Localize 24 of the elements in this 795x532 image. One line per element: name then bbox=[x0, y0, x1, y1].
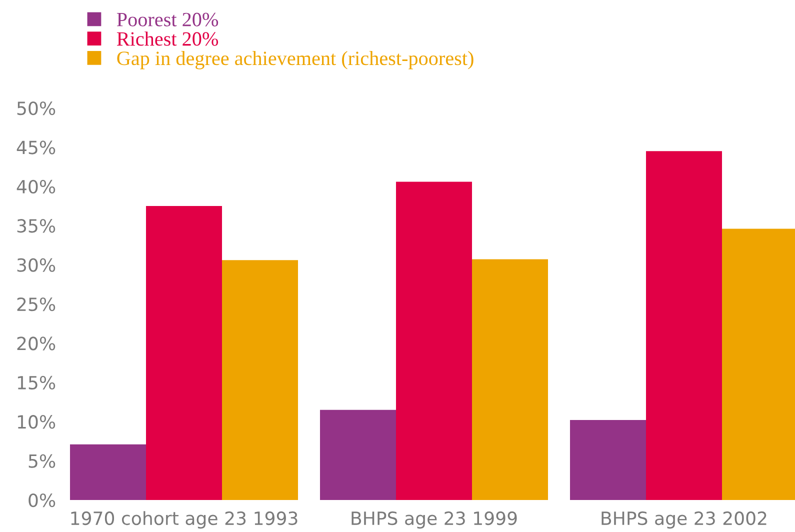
legend-label: Richest 20% bbox=[116, 32, 218, 46]
bar bbox=[70, 444, 146, 500]
y-tick-label: 5% bbox=[28, 454, 56, 468]
legend-label: Poorest 20% bbox=[116, 12, 218, 26]
bar bbox=[472, 259, 548, 500]
x-tick-label: BHPS age 23 2002 bbox=[602, 511, 766, 529]
y-tick-label: 50% bbox=[17, 101, 56, 116]
bar bbox=[570, 420, 646, 500]
y-tick-label: 40% bbox=[16, 180, 56, 194]
y-tick-label: 35% bbox=[17, 219, 56, 233]
y-tick-label: 0% bbox=[28, 493, 56, 508]
bar bbox=[396, 182, 472, 500]
y-tick-label: 15% bbox=[18, 376, 56, 390]
y-tick-label: 10% bbox=[18, 415, 56, 429]
bar bbox=[146, 206, 222, 500]
legend-label: Gap in degree achievement (richest-poorest) bbox=[117, 50, 474, 70]
x-tick-label: 1970 cohort age 23 1993 bbox=[71, 511, 298, 529]
x-tick-label: BHPS age 23 1999 bbox=[352, 511, 517, 529]
y-tick-label: 45% bbox=[16, 140, 56, 154]
y-tick-label: 20% bbox=[17, 336, 56, 350]
bar bbox=[320, 410, 396, 500]
bar bbox=[222, 260, 298, 500]
y-tick-label: 25% bbox=[17, 297, 56, 312]
y-tick-label: 30% bbox=[17, 258, 56, 272]
